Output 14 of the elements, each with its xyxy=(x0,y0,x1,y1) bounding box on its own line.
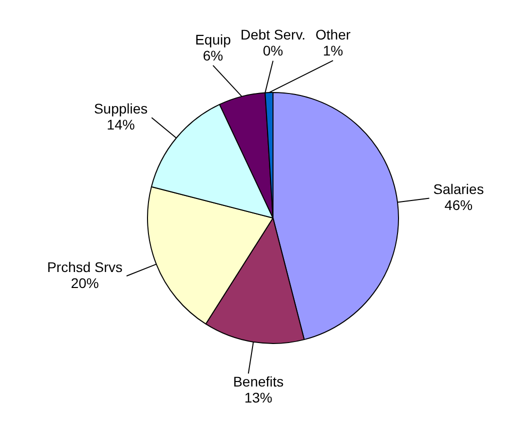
slice-label: Equip xyxy=(195,31,232,48)
slice-label: Prchsd Srvs xyxy=(47,258,123,275)
slice-label: Benefits xyxy=(233,373,284,390)
data-label: 1% xyxy=(322,42,344,58)
slice-label: Salaries xyxy=(433,181,484,198)
slice-label: Supplies xyxy=(94,100,148,116)
category-label: Debt Serv. xyxy=(240,26,306,43)
data-label: 14% xyxy=(106,116,135,132)
text: 0% xyxy=(262,42,284,59)
data-label: 46% xyxy=(444,197,473,214)
data-label: 6% xyxy=(202,47,224,64)
data-label: 13% xyxy=(244,389,272,406)
slice-label: Other xyxy=(315,26,351,42)
data-label: 20% xyxy=(70,274,99,291)
